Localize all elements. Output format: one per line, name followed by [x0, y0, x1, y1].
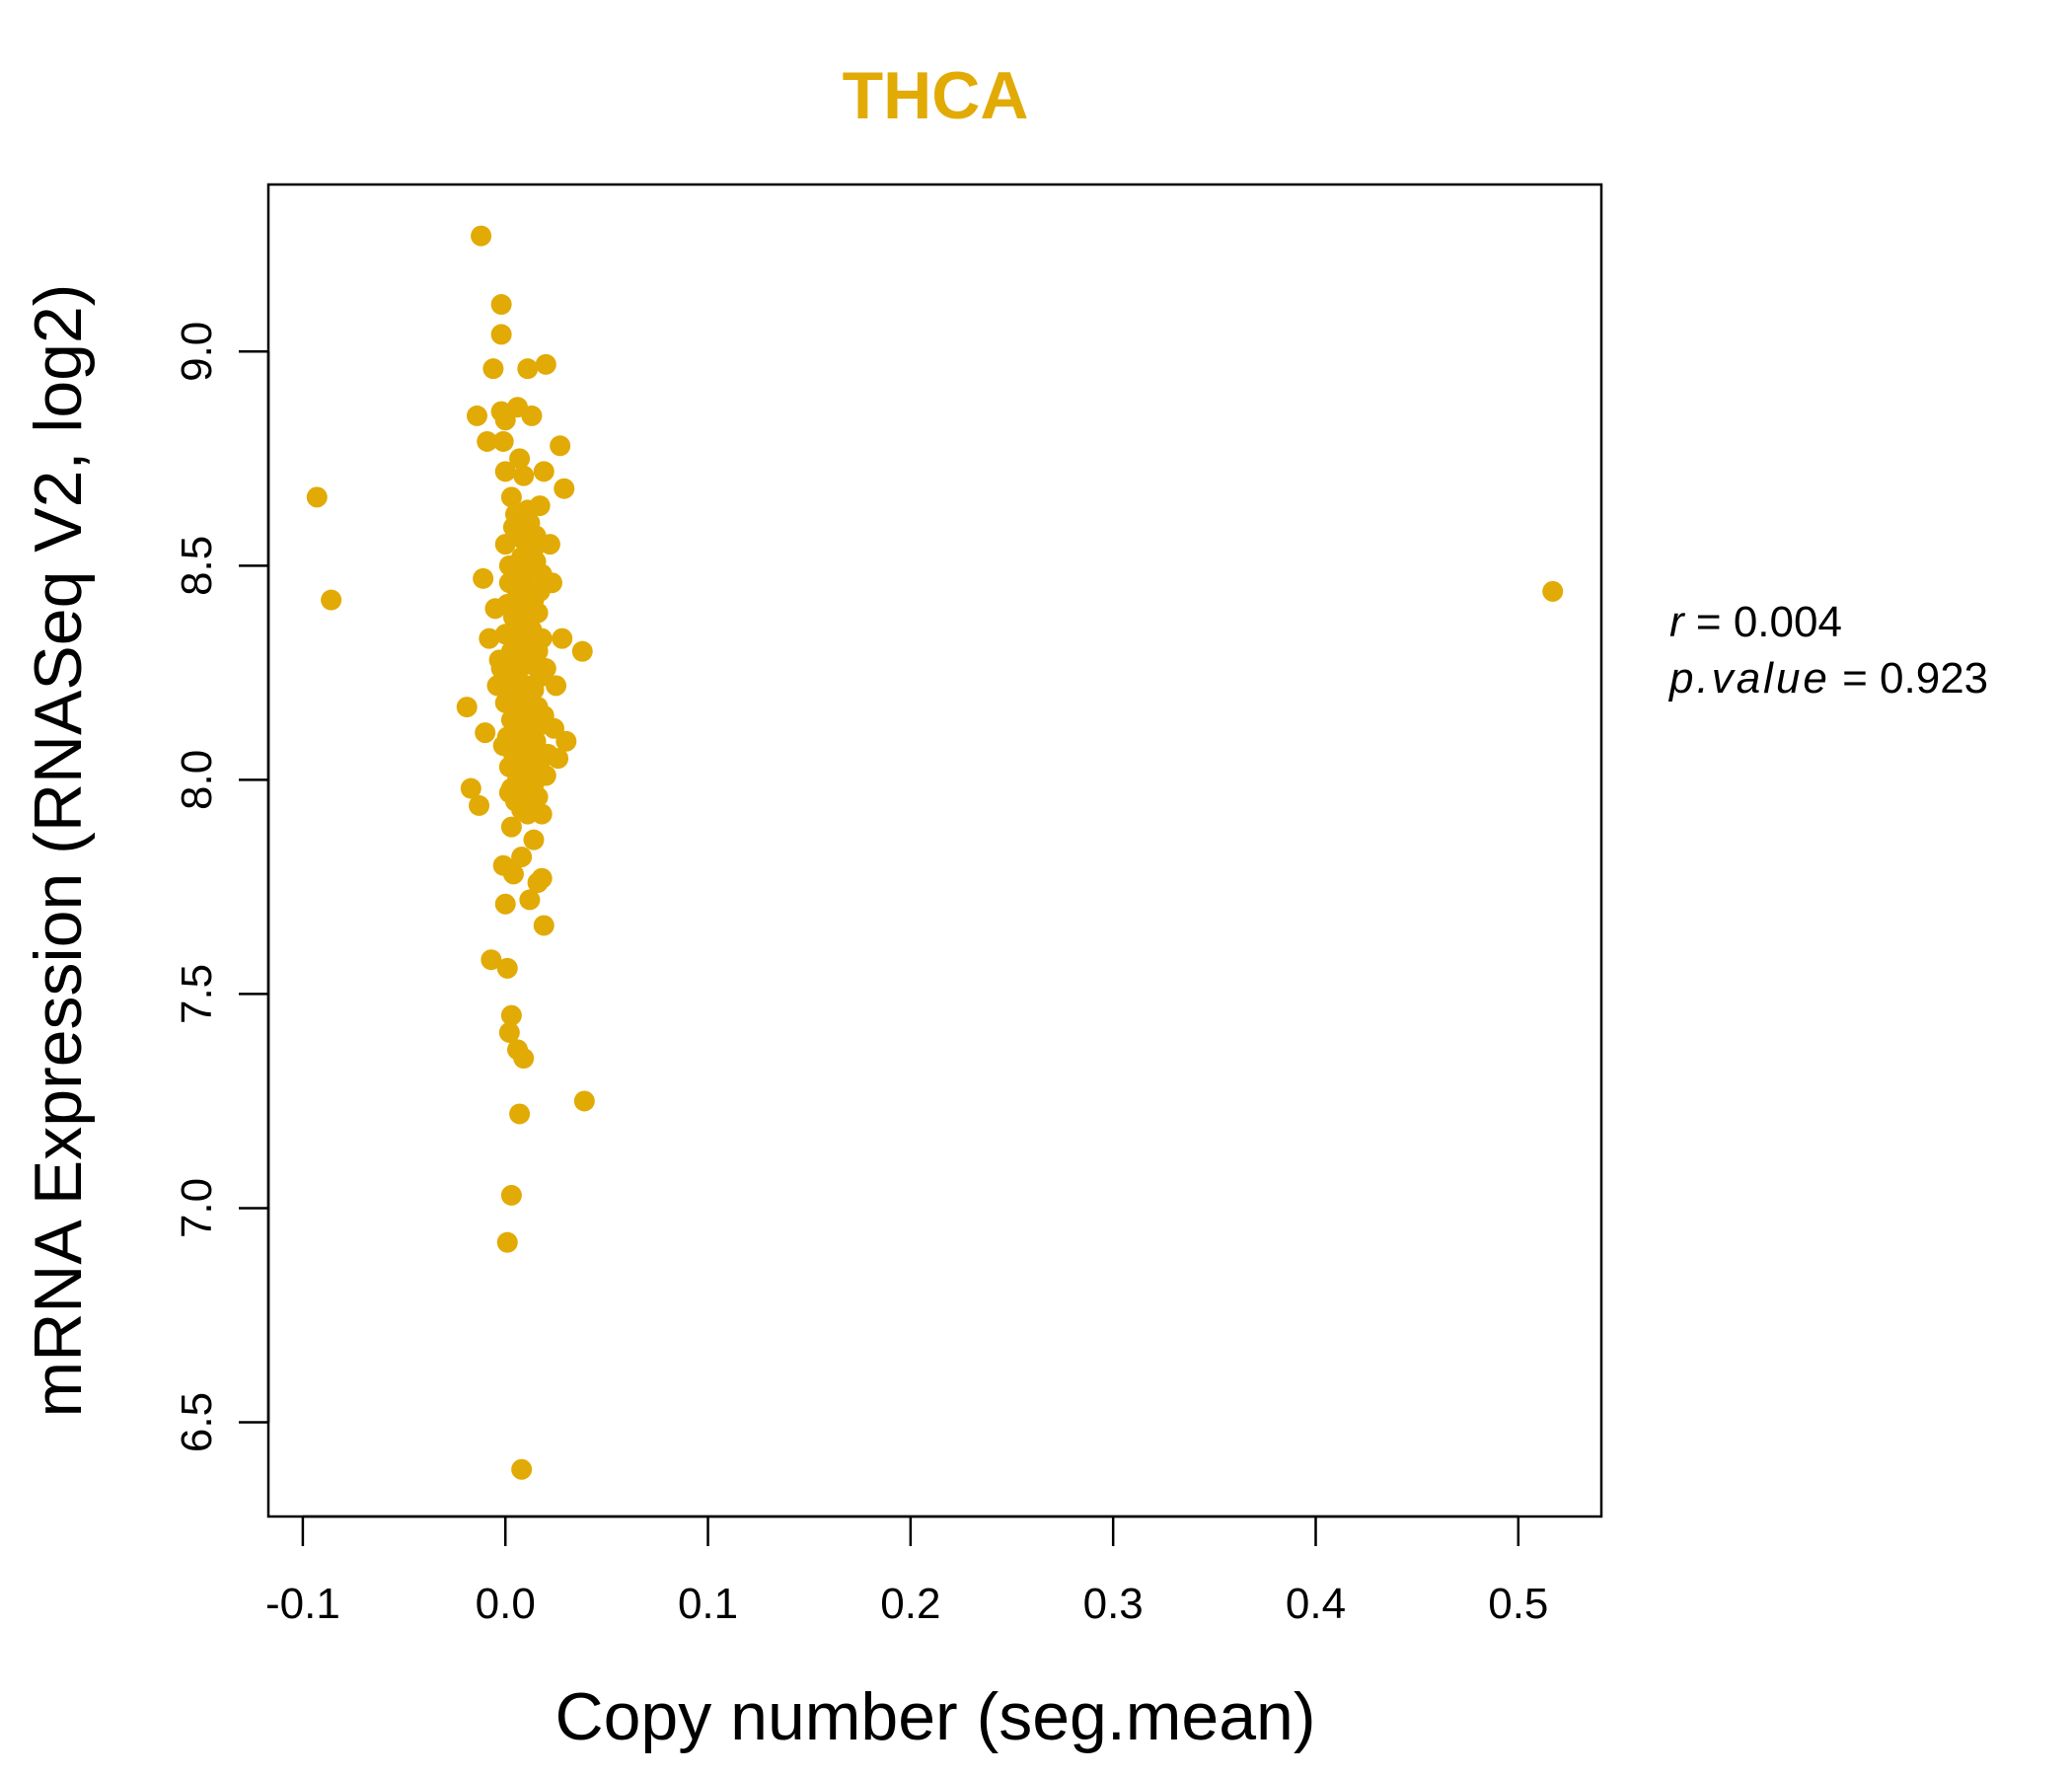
data-point — [492, 430, 514, 452]
data-point — [466, 405, 487, 426]
data-point — [507, 730, 529, 752]
data-point — [550, 435, 571, 457]
y-tick-label: 7.0 — [173, 1178, 221, 1238]
x-axis: -0.1 0.0 0.1 0.2 0.3 0.4 0.5 — [265, 1515, 1548, 1628]
data-point — [477, 430, 498, 452]
x-tick-label: 0.4 — [1286, 1580, 1346, 1628]
data-point — [500, 1004, 522, 1026]
data-point — [494, 409, 516, 431]
x-tick-label: 0.0 — [476, 1580, 536, 1628]
data-point — [496, 957, 518, 979]
data-point — [496, 1231, 518, 1253]
data-point — [1542, 580, 1564, 602]
data-point — [509, 521, 531, 543]
data-point — [515, 593, 537, 615]
data-point — [555, 730, 577, 752]
data-point — [533, 704, 555, 726]
y-axis-title: mRNA Expression (RNASeq V2, log2) — [21, 284, 96, 1418]
x-tick-label: 0.3 — [1083, 1580, 1144, 1628]
data-point — [523, 829, 545, 851]
data-point — [511, 1458, 533, 1480]
data-point — [481, 949, 502, 971]
y-tick-label: 9.0 — [173, 322, 221, 382]
y-axis: 6.5 7.0 7.5 8.0 8.5 9.0 — [173, 322, 270, 1452]
p-value-label: p.value — [1667, 654, 1830, 703]
data-point — [494, 893, 516, 915]
data-point — [535, 353, 556, 375]
r-stat-line: r = 0.004 — [1669, 598, 1842, 646]
r-equals: = — [1684, 598, 1734, 646]
x-tick-label: -0.1 — [265, 1580, 340, 1628]
x-tick-label: 0.5 — [1488, 1580, 1548, 1628]
data-point — [573, 1090, 595, 1112]
data-point — [513, 465, 535, 486]
data-point — [500, 486, 522, 508]
x-tick-label: 0.2 — [880, 1580, 940, 1628]
data-points — [306, 225, 1564, 1480]
data-point — [531, 803, 553, 825]
data-point — [460, 777, 481, 799]
y-tick-label: 6.5 — [173, 1392, 221, 1452]
data-point — [531, 867, 553, 889]
y-tick-label: 8.0 — [173, 750, 221, 810]
data-point — [502, 863, 524, 885]
data-point — [500, 816, 522, 838]
data-point — [552, 628, 573, 649]
data-point — [513, 1048, 535, 1070]
data-point — [475, 722, 496, 744]
data-point — [469, 794, 490, 816]
data-point — [473, 567, 494, 589]
data-point — [500, 1184, 522, 1206]
data-point — [554, 478, 575, 499]
data-point — [321, 589, 342, 611]
x-tick-label: 0.1 — [678, 1580, 738, 1628]
y-tick-label: 8.5 — [173, 536, 221, 596]
correlation-stats: r = 0.004 p.value = 0.923 — [1667, 598, 1988, 703]
data-point — [498, 781, 520, 803]
data-point — [519, 688, 541, 709]
data-point — [529, 580, 551, 602]
data-point — [511, 624, 533, 645]
data-point — [533, 461, 555, 482]
data-point — [535, 658, 556, 680]
y-tick-label: 7.5 — [173, 964, 221, 1024]
data-point — [546, 675, 567, 697]
chart-title: THCA — [843, 58, 1029, 133]
data-point — [523, 538, 545, 559]
data-point — [494, 534, 516, 555]
p-equals: = — [1830, 654, 1880, 703]
p-value: 0.923 — [1880, 654, 1988, 703]
data-point — [494, 461, 516, 482]
r-value: 0.004 — [1734, 598, 1842, 646]
data-point — [511, 799, 533, 821]
data-point — [456, 697, 478, 718]
data-point — [537, 743, 558, 765]
data-point — [521, 405, 543, 426]
p-value-stat-line: p.value = 0.923 — [1667, 654, 1988, 703]
data-point — [533, 915, 555, 936]
data-point — [471, 225, 492, 247]
data-point — [519, 889, 541, 911]
data-point — [509, 448, 531, 470]
data-point — [498, 555, 520, 576]
data-point — [496, 688, 518, 709]
data-point — [490, 324, 512, 345]
data-point — [482, 358, 504, 380]
x-axis-title: Copy number (seg.mean) — [555, 1679, 1315, 1754]
data-point — [306, 486, 328, 508]
data-point — [527, 640, 549, 662]
data-point — [571, 640, 593, 662]
data-point — [498, 1021, 520, 1043]
data-point — [490, 294, 512, 316]
data-point — [511, 847, 533, 868]
data-point — [509, 1103, 531, 1125]
r-label: r — [1669, 598, 1686, 646]
data-point — [479, 628, 500, 649]
data-point — [517, 499, 539, 521]
data-point — [517, 358, 539, 380]
data-point — [502, 658, 524, 680]
